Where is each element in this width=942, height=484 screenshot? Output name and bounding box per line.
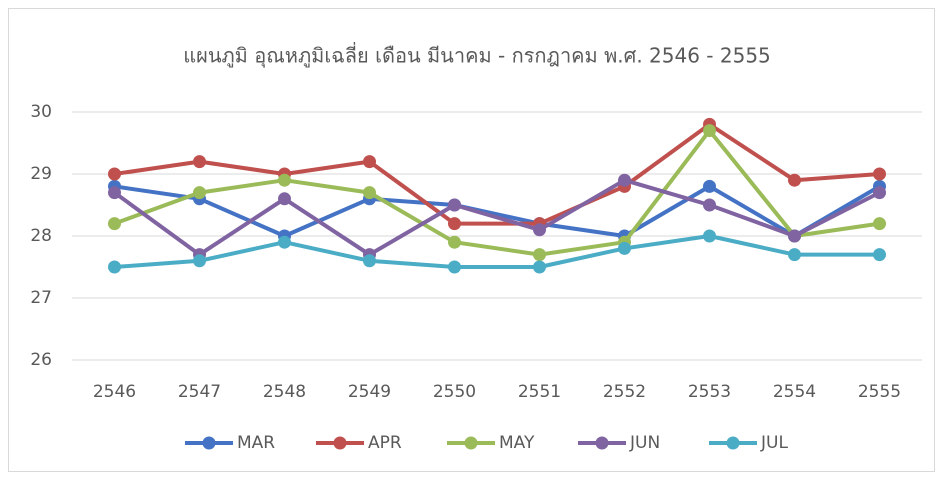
legend-label: APR	[368, 433, 402, 453]
legend-marker	[202, 436, 216, 450]
point	[278, 173, 291, 187]
point	[533, 260, 546, 274]
x-tick-label: 2552	[603, 382, 646, 402]
x-tick-label: 2551	[518, 382, 561, 402]
chart-border	[8, 8, 935, 472]
x-tick-label: 2555	[858, 382, 901, 402]
y-tick-label: 28	[30, 226, 52, 246]
point	[873, 167, 886, 181]
point	[448, 235, 461, 249]
point	[363, 254, 376, 268]
chart-title: แผนภูมิ อุณหภูมิเฉลี่ย เดือน มีนาคม - กร…	[183, 42, 771, 69]
point	[448, 260, 461, 274]
y-tick-label: 26	[30, 350, 52, 370]
legend-label: MAR	[237, 433, 275, 453]
point	[278, 235, 291, 249]
x-tick-label: 2549	[348, 382, 391, 402]
point	[618, 173, 631, 187]
x-tick-label: 2546	[93, 382, 136, 402]
point	[788, 248, 801, 262]
point	[873, 217, 886, 231]
point	[193, 186, 206, 200]
point	[703, 124, 716, 138]
point	[278, 192, 291, 206]
point	[703, 229, 716, 243]
series-line	[113, 178, 881, 257]
legend-marker	[333, 436, 347, 450]
point	[108, 217, 121, 231]
legend-marker	[726, 436, 740, 450]
point	[108, 260, 121, 274]
legend-label: MAY	[499, 433, 535, 453]
point	[193, 155, 206, 169]
y-tick-label: 29	[30, 164, 52, 184]
point	[873, 186, 886, 200]
point	[618, 241, 631, 255]
series-line	[113, 128, 880, 257]
series-line	[114, 234, 880, 269]
x-tick-label: 2553	[688, 382, 731, 402]
point	[533, 223, 546, 237]
series-line	[114, 122, 880, 226]
x-tick-label: 2550	[433, 382, 476, 402]
point	[703, 179, 716, 193]
legend-label: JUL	[760, 433, 788, 453]
point	[448, 217, 461, 231]
x-tick-label: 2547	[178, 382, 221, 402]
point	[788, 229, 801, 243]
point	[873, 248, 886, 262]
series-line	[114, 184, 881, 238]
point	[448, 198, 461, 212]
x-tick-label: 2554	[773, 382, 816, 402]
x-tick-label: 2548	[263, 382, 306, 402]
point	[108, 186, 121, 200]
point	[363, 186, 376, 200]
point	[533, 248, 546, 262]
point	[703, 198, 716, 212]
point	[363, 155, 376, 169]
y-tick-label: 30	[30, 102, 52, 122]
point	[108, 167, 121, 181]
point	[193, 254, 206, 268]
legend-marker	[595, 436, 609, 450]
legend-marker	[464, 436, 478, 450]
legend-label: JUN	[629, 433, 660, 453]
y-tick-label: 27	[30, 288, 52, 308]
point	[788, 173, 801, 187]
